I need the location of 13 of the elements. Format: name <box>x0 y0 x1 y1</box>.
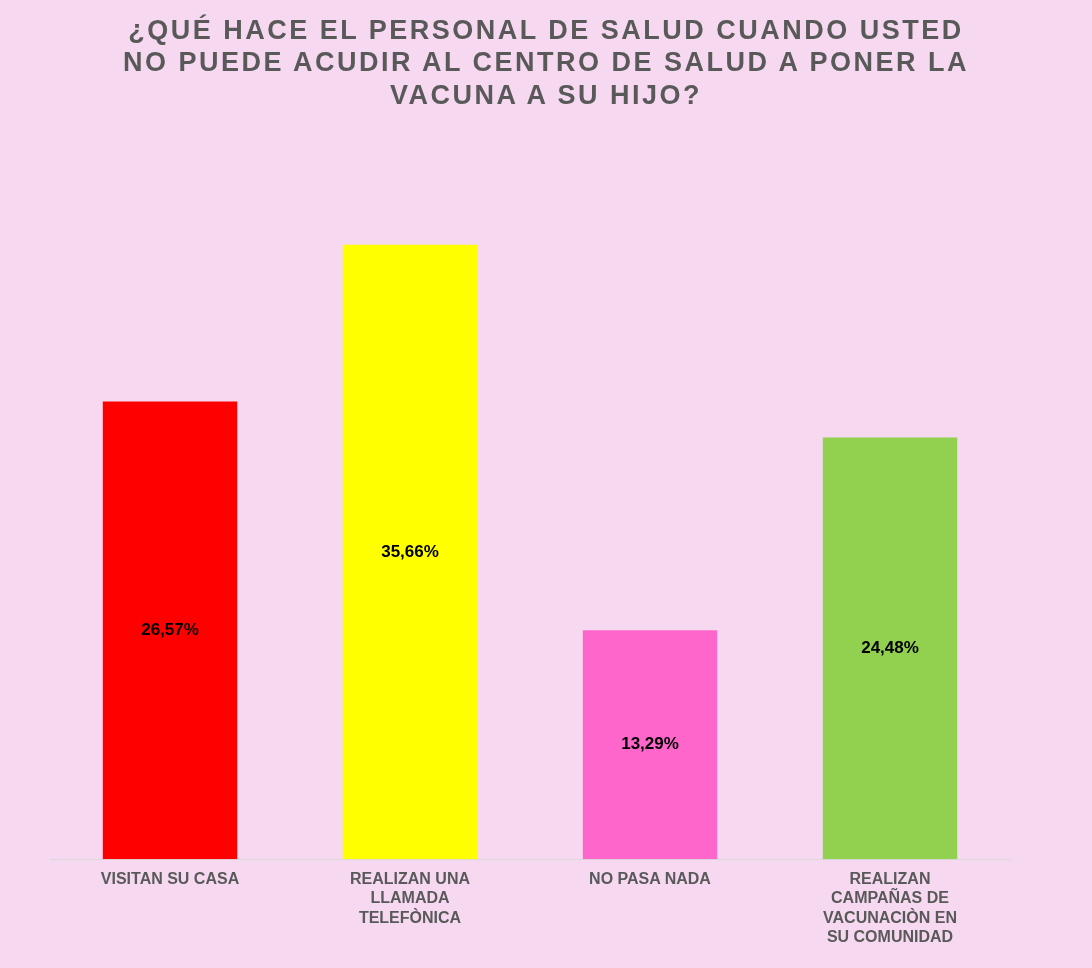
bar <box>342 244 478 860</box>
chart-title: ¿QUÉ HACE EL PERSONAL DE SALUD CUANDO USTED NO PUEDE ACUDIR AL CENTRO DE SALUD A PONER LA VACUNA A SU HIJO? <box>121 14 970 112</box>
data-label: 35,66% <box>381 541 439 561</box>
bar <box>582 630 718 860</box>
data-label: 13,29% <box>621 734 679 754</box>
bar <box>102 401 238 860</box>
x-tick-label: VISITAN SU CASA <box>100 870 240 888</box>
data-label: 26,57% <box>141 619 199 639</box>
bar <box>822 437 958 860</box>
x-tick-label: NO PASA NADA <box>589 870 712 888</box>
x-tick-label: REALIZAN CAMPAÑAS DE VACUNACIÒN EN SU COMUNIDAD <box>823 870 957 945</box>
x-tick-label: REALIZAN UNA LLAMADA TELEFÒNICA <box>350 870 471 926</box>
data-label: 24,48% <box>861 637 919 657</box>
